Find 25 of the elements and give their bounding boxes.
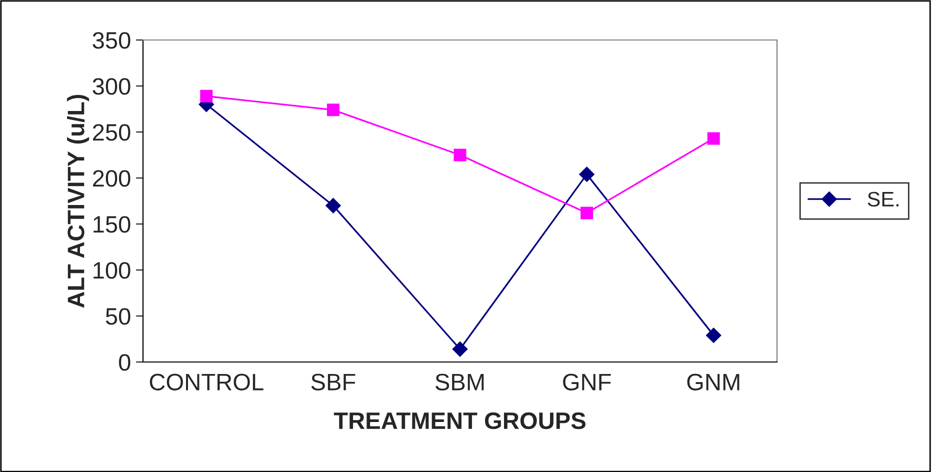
y-tick-label: 50	[106, 308, 130, 325]
x-axis-title: TREATMENT GROUPS	[334, 412, 586, 430]
y-tick-label: 200	[92, 170, 130, 187]
y-tick-label: 0	[118, 354, 130, 371]
y-tick-label: 250	[92, 124, 130, 141]
point	[452, 342, 468, 357]
x-tick-label: GNM	[687, 374, 740, 390]
point	[200, 90, 213, 102]
point	[706, 328, 722, 343]
x-tick-label: GNF	[563, 374, 611, 390]
point	[326, 198, 341, 214]
point	[454, 148, 466, 162]
x-tick-label: SBM	[435, 374, 484, 390]
x-tick-label: CONTROL	[150, 374, 264, 390]
point	[326, 104, 340, 116]
x-tick-label: SBF	[311, 374, 356, 390]
y-tick-label: 150	[94, 216, 130, 233]
point	[579, 166, 594, 182]
y-tick-label: 100	[94, 262, 130, 279]
legend-label: SE.	[868, 192, 898, 207]
y-tick-label: 350	[92, 32, 130, 49]
y-tick-label: 300	[92, 78, 130, 95]
y-axis-title: ALT ACTIVITY (u/L)	[67, 94, 90, 308]
point	[707, 132, 720, 145]
point	[580, 206, 594, 220]
